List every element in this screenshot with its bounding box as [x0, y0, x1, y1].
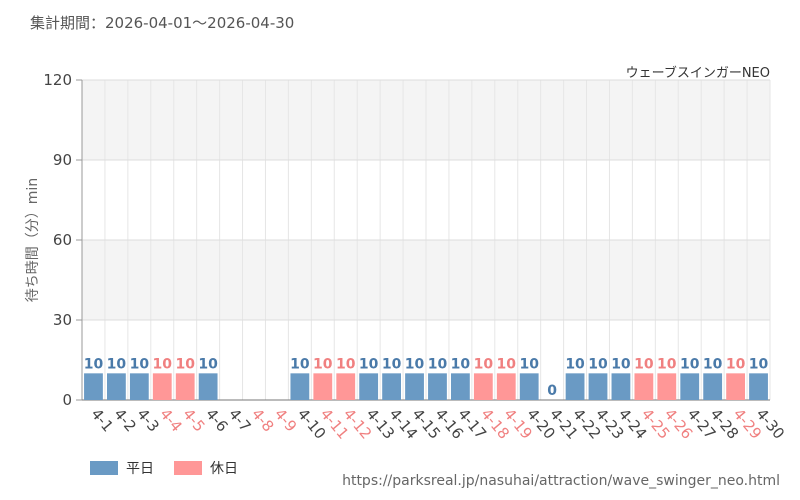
bar-value-label: 10 — [313, 356, 333, 372]
bar — [588, 373, 608, 400]
bar-value-label: 10 — [726, 356, 746, 372]
bar — [313, 373, 333, 400]
bar — [680, 373, 700, 400]
bar-value-label: 10 — [405, 356, 425, 372]
bar-value-label: 0 — [547, 383, 557, 399]
bar-value-label: 10 — [290, 356, 310, 372]
x-tick-label: 4-6 — [202, 405, 232, 435]
bar — [565, 373, 585, 400]
x-tick-label: 4-8 — [248, 405, 278, 435]
bar-value-label: 10 — [588, 356, 608, 372]
bar-value-label: 10 — [130, 356, 150, 372]
bar — [473, 373, 493, 400]
x-tick-label: 4-9 — [271, 405, 301, 435]
y-tick-label: 0 — [62, 391, 72, 409]
bar — [611, 373, 631, 400]
bar — [657, 373, 677, 400]
bar-value-label: 10 — [680, 356, 700, 372]
bar — [450, 373, 470, 400]
period-label: 集計期間：2026-04-01〜2026-04-30 — [30, 14, 295, 32]
bar-value-label: 10 — [634, 356, 654, 372]
bar-value-label: 10 — [359, 356, 379, 372]
legend: 平日 休日 — [90, 458, 258, 478]
legend-item-holiday: 休日 — [174, 458, 238, 478]
legend-swatch-holiday — [174, 461, 202, 475]
bar-value-label: 10 — [565, 356, 585, 372]
bar-value-label: 10 — [84, 356, 104, 372]
legend-label-holiday: 休日 — [210, 461, 238, 477]
bar — [198, 373, 218, 400]
bar-value-label: 10 — [474, 356, 494, 372]
bar-value-label: 10 — [382, 356, 402, 372]
chart-title: ウェーブスインガーNEO — [625, 66, 770, 81]
bar — [634, 373, 654, 400]
bar-value-label: 10 — [497, 356, 517, 372]
legend-swatch-weekday — [90, 461, 118, 475]
bar-value-label: 10 — [175, 356, 195, 372]
y-tick-label: 30 — [53, 311, 72, 329]
bar — [106, 373, 126, 400]
x-tick-label: 4-5 — [179, 405, 209, 435]
bar-value-label: 10 — [336, 356, 356, 372]
x-tick-label: 4-3 — [133, 405, 163, 435]
bar — [405, 373, 424, 400]
source-url[interactable]: https://parksreal.jp/nasuhai/attraction/… — [342, 473, 780, 489]
x-tick-label: 4-4 — [156, 405, 186, 435]
bar-value-label: 10 — [451, 356, 471, 372]
bar — [726, 373, 746, 400]
x-tick-label: 4-1 — [87, 405, 117, 435]
bar — [290, 373, 310, 400]
bar — [152, 373, 172, 400]
bar-value-label: 10 — [611, 356, 631, 372]
bar — [336, 373, 356, 400]
bar — [519, 373, 539, 400]
x-tick-label: 4-7 — [225, 405, 255, 435]
bar — [175, 373, 195, 400]
y-tick-label: 120 — [43, 71, 72, 89]
bar-value-label: 10 — [198, 356, 218, 372]
x-tick-label: 4-2 — [110, 405, 140, 435]
bar — [84, 373, 103, 400]
bar-value-label: 10 — [703, 356, 723, 372]
bar — [703, 373, 723, 400]
bar-value-label: 10 — [657, 356, 677, 372]
bar — [749, 373, 768, 400]
legend-label-weekday: 平日 — [126, 461, 154, 477]
bar — [428, 373, 447, 400]
bar-value-label: 10 — [153, 356, 173, 372]
bar-value-label: 10 — [749, 356, 769, 372]
bar — [359, 373, 379, 400]
bar-value-label: 10 — [428, 356, 448, 372]
bar-value-label: 10 — [519, 356, 539, 372]
legend-item-weekday: 平日 — [90, 458, 154, 478]
y-tick-label: 90 — [53, 151, 72, 169]
y-tick-label: 60 — [53, 231, 72, 249]
bar-value-label: 10 — [107, 356, 127, 372]
bar — [382, 373, 402, 400]
bar — [129, 373, 149, 400]
bar — [496, 373, 516, 400]
